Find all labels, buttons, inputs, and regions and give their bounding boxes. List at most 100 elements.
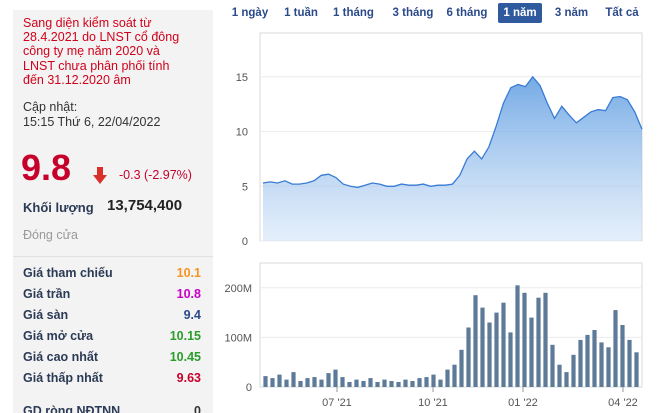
tab-period[interactable]: Tất cả (605, 7, 639, 19)
volume-bar (620, 325, 625, 387)
volume-bar (361, 381, 366, 387)
down-arrow-icon (93, 167, 107, 184)
tab-period[interactable]: 1 tháng (333, 7, 374, 19)
volume-bar (543, 292, 548, 387)
volume-value: 13,754,400 (107, 197, 183, 214)
volume-bar (277, 374, 282, 387)
y-tick-label: 0 (246, 382, 252, 394)
stat-row: Giá sàn 9.4 (23, 305, 201, 326)
volume-bar (508, 332, 513, 387)
volume-bar (473, 295, 478, 387)
volume-bar (270, 378, 275, 387)
tab-period[interactable]: 3 năm (554, 7, 589, 19)
volume-bar (522, 292, 527, 387)
tab-period[interactable]: 3 tháng (392, 7, 434, 19)
volume-bar (312, 377, 317, 387)
volume-bar (592, 330, 597, 387)
stat-label: Giá cao nhất (23, 350, 99, 364)
volume-bar (326, 373, 331, 387)
volume-bar (347, 382, 352, 387)
foreign-net-label: GD ròng NĐTNN (23, 404, 121, 413)
volume-bar (431, 374, 436, 387)
stat-value: 10.15 (169, 329, 201, 343)
tab-period[interactable]: 6 tháng (446, 7, 488, 19)
y-tick-label: 15 (236, 72, 248, 84)
volume-bar (382, 379, 387, 387)
volume-bar (634, 352, 639, 387)
stat-label: Giá trần (23, 287, 71, 301)
volume-label: Khối lượng (23, 200, 94, 215)
volume-bar (550, 344, 555, 387)
y-tick-label: 100M (224, 332, 252, 344)
volume-bar (459, 349, 464, 387)
volume-bar (298, 381, 303, 387)
stat-label: Giá sàn (23, 308, 69, 322)
foreign-net-value: 0 (194, 404, 201, 413)
volume-bar (375, 382, 380, 387)
tab-period[interactable]: 1 ngày (231, 7, 269, 19)
volume-bar (564, 372, 569, 387)
volume-bar (445, 369, 450, 387)
updated-label: Cập nhật: (23, 100, 78, 114)
session-status: Đóng cửa (23, 228, 78, 242)
x-tick-label: 10 '21 (418, 397, 448, 409)
price-area (263, 76, 642, 241)
stats-table: Giá tham chiếu 10.1 Giá trần 10.8 Giá sàn 9.4… (23, 263, 201, 389)
stat-label: Giá thấp nhất (23, 371, 103, 385)
volume-bar (466, 327, 471, 387)
updated-time: 15:15 Thứ 6, 22/04/2022 (23, 115, 161, 129)
volume-bar (424, 377, 429, 387)
volume-bar (536, 297, 541, 387)
volume-bar (403, 379, 408, 387)
divider (13, 256, 213, 257)
volume-bar (487, 322, 492, 387)
y-tick-label: 5 (242, 181, 248, 193)
volume-bar (613, 310, 618, 387)
warning-notice: Sang diện kiểm soát từ 28.4.2021 do LNST… (23, 16, 180, 87)
stock-info-panel: Sang diện kiểm soát từ 28.4.2021 do LNST… (13, 10, 213, 413)
x-tick-label: 07 '21 (322, 397, 352, 409)
volume-bar (585, 334, 590, 387)
stat-row: Giá tham chiếu 10.1 (23, 263, 201, 284)
volume-bar (284, 379, 289, 387)
volume-bar (305, 378, 310, 387)
current-price: 9.8 (21, 147, 72, 188)
volume-bar (529, 317, 534, 387)
price-volume-chart: 0 5 10 15 0 100M 200M 07 '21 10 '21 01 '22 04 '22 (224, 32, 643, 409)
volume-bar (438, 379, 443, 387)
stat-value: 10.8 (176, 287, 201, 301)
volume-bar (396, 382, 401, 387)
stat-row: Giá cao nhất 10.45 (23, 347, 201, 368)
stat-value: 10.1 (176, 266, 201, 280)
tab-period[interactable]: 1 tuần (284, 7, 318, 19)
volume-bar (606, 347, 611, 387)
stat-value: 9.4 (183, 308, 201, 322)
price-line (262, 75, 643, 189)
price-change: -0.3 (-2.97%) (119, 168, 192, 182)
volume-bar (494, 312, 499, 387)
y-tick-label: 200M (224, 283, 252, 295)
stat-row: Giá thấp nhất 9.63 (23, 368, 201, 389)
volume-bar (557, 364, 562, 387)
volume-bar (340, 377, 345, 387)
volume-bar (627, 339, 632, 387)
stat-value: 10.45 (169, 350, 201, 364)
y-tick-label: 10 (236, 127, 248, 139)
volume-bar (389, 381, 394, 387)
volume-bar (599, 342, 604, 387)
stat-label: Giá mở cửa (23, 329, 94, 343)
x-tick-label: 01 '22 (508, 397, 538, 409)
stat-row: Giá trần 10.8 (23, 284, 201, 305)
volume-bar (354, 379, 359, 387)
stat-label: Giá tham chiếu (23, 266, 113, 280)
y-tick-label: 0 (242, 236, 248, 248)
volume-bar (578, 339, 583, 387)
volume-bar (319, 379, 324, 387)
stat-value: 9.63 (176, 371, 201, 385)
volume-bar (417, 378, 422, 387)
stat-row: Giá mở cửa 10.15 (23, 326, 201, 347)
tab-period[interactable]: 1 năm (498, 3, 542, 23)
volume-bar (291, 372, 296, 387)
volume-bar (368, 378, 373, 387)
x-tick-label: 04 '22 (608, 397, 638, 409)
